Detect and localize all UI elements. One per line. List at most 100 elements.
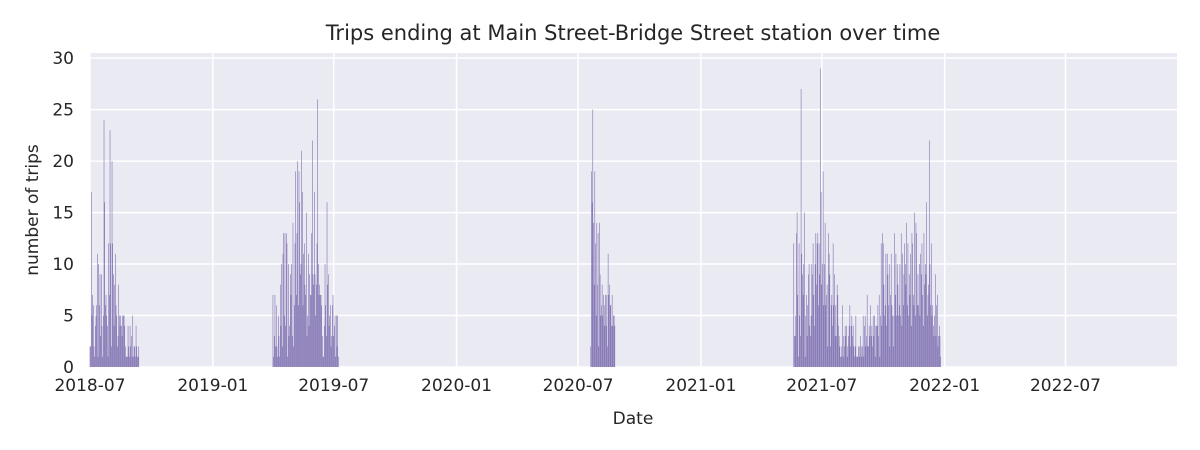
bar [826, 294, 827, 367]
bar [131, 336, 132, 367]
x-tick-label: 2021-07 [786, 376, 857, 396]
bar [325, 305, 326, 367]
bar [275, 346, 276, 367]
y-tick-label: 0 [63, 358, 74, 378]
bar [597, 233, 599, 367]
bar [913, 305, 915, 367]
bar [277, 315, 279, 367]
bar [337, 315, 339, 367]
bar [298, 305, 299, 367]
bar [883, 284, 885, 367]
bar [97, 356, 99, 367]
bar [939, 336, 941, 367]
bar [90, 346, 91, 367]
bar [330, 346, 332, 367]
bar [814, 325, 815, 367]
bar [820, 191, 822, 367]
bar [605, 325, 607, 367]
bar [324, 325, 325, 367]
bar [896, 264, 898, 367]
bar [322, 336, 323, 367]
bar [864, 315, 866, 367]
bar [111, 346, 112, 367]
bar [282, 253, 284, 367]
bar [909, 294, 911, 367]
bar [93, 346, 95, 367]
bar [825, 305, 827, 367]
bar [872, 346, 873, 367]
bar [824, 222, 826, 367]
bar [925, 274, 927, 367]
bar [316, 243, 318, 367]
bar [275, 305, 277, 367]
bar [934, 315, 935, 367]
bar [856, 356, 857, 367]
bar [851, 315, 853, 367]
bar [277, 356, 278, 367]
bar [278, 336, 280, 367]
bar [809, 325, 811, 367]
bar [95, 315, 97, 367]
bar [794, 336, 795, 367]
bar [307, 315, 308, 367]
bar [802, 294, 804, 367]
bar [612, 325, 614, 367]
y-tick-label: 5 [63, 307, 74, 327]
bar [316, 284, 317, 367]
bar [117, 346, 118, 367]
bar [823, 305, 825, 367]
bar [331, 336, 333, 367]
bar [926, 202, 927, 367]
bar [914, 315, 916, 367]
bar [291, 264, 292, 367]
bar [910, 253, 911, 367]
bar [136, 346, 138, 367]
bar [900, 315, 901, 367]
x-tick-label: 2019-07 [298, 376, 369, 396]
bar [613, 315, 614, 367]
bar [287, 356, 288, 367]
bar [854, 346, 856, 367]
bar [852, 336, 853, 367]
bar [842, 305, 843, 367]
bar [596, 222, 598, 367]
bar [795, 315, 797, 367]
bar [794, 336, 796, 367]
bar [121, 336, 123, 367]
bar [938, 336, 939, 367]
y-tick-label: 10 [52, 255, 74, 275]
bar [868, 346, 869, 367]
bar [870, 305, 871, 367]
bar [824, 264, 825, 367]
bar [338, 356, 339, 367]
bar [898, 305, 900, 367]
bar [917, 274, 919, 367]
bar [805, 315, 807, 367]
bar [308, 253, 309, 367]
bar [317, 99, 318, 367]
bar [875, 325, 877, 367]
bar [801, 253, 803, 367]
bar [286, 233, 287, 367]
bar [882, 233, 883, 367]
x-tick-label: 2020-07 [543, 376, 614, 396]
bar [839, 346, 841, 367]
y-tick-label: 20 [52, 152, 74, 172]
x-tick-label: 2022-07 [1030, 376, 1101, 396]
bar [815, 233, 817, 367]
bar [899, 264, 901, 367]
bar [812, 243, 814, 367]
bar [614, 325, 616, 367]
bar [311, 233, 312, 367]
bar [113, 325, 115, 367]
bar [846, 325, 847, 367]
bar [104, 202, 105, 367]
bar [610, 305, 612, 367]
bar [302, 305, 304, 367]
bar [837, 294, 839, 367]
bar [931, 315, 933, 367]
bar [937, 346, 939, 367]
bar [860, 336, 861, 367]
bar [129, 356, 130, 367]
bar [595, 315, 597, 367]
